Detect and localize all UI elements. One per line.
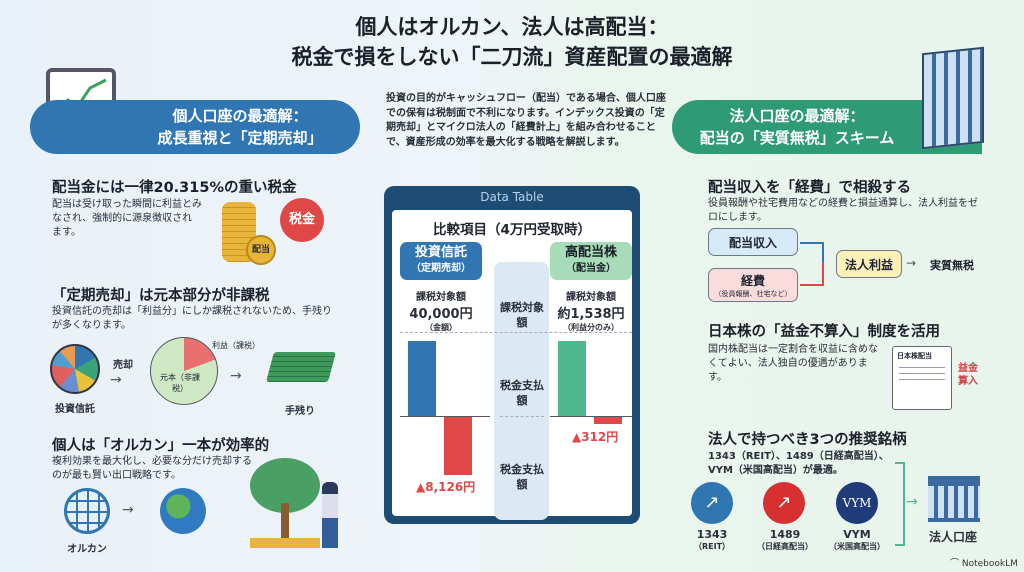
bar-fund-taxable [408, 341, 436, 416]
principal-label: 元本（非課税） [160, 373, 200, 393]
row-label-tax-1: 税金支払額 [500, 379, 544, 407]
fund-label: 投資信託 [55, 404, 95, 415]
r-s1-body: 役員報酬や社宅費用などの経費と損益通算し、法人利益をゼロにします。 [708, 198, 978, 223]
earth-icon [160, 488, 206, 534]
r-s1-heading: 配当収入を「経費」で相殺する [708, 180, 911, 196]
trend-up-icon: ↗ [763, 482, 805, 524]
arrow-icon: → [122, 502, 134, 518]
row-label-tax-2: 税金支払額 [500, 463, 544, 491]
cash-label: 手残り [285, 406, 315, 417]
fund-1489: 1489 （日経高配当） [757, 528, 813, 551]
globe-grid-icon [64, 488, 110, 534]
tax-free-label: 実質無税 [930, 259, 974, 272]
notebooklm-brand: ⌒ NotebookLM [950, 559, 1018, 569]
corp-profit-box: 法人利益 [836, 250, 902, 278]
s3-body: 複利効果を最大化し、必要な分だけ売却するのが最も賢い出口戦略です。 [52, 456, 252, 481]
s1-heading: 配当金には一律20.315%の重い税金 [52, 180, 297, 196]
baseline-2 [550, 416, 632, 417]
office-building-icon [922, 46, 984, 150]
s3-heading: 個人は「オルカン」一本が効率的 [52, 438, 270, 454]
intro-text: 投資の目的がキャッシュフロー（配当）である場合、個人口座での保有は税制面で不利に… [386, 93, 666, 148]
fund-vym: VYM （米国高配当） [829, 528, 885, 551]
stamp-label: 益金算入 [958, 363, 978, 387]
tax-badge: 税金 [280, 198, 324, 242]
income-box: 配当収入 [708, 228, 798, 256]
bracket [895, 462, 905, 546]
profit-label: 利益（課税） [212, 341, 260, 350]
r-s2-heading: 日本株の「益金不算入」制度を活用 [708, 324, 940, 340]
dividend-tax-value: ▲312円 [572, 430, 619, 444]
col-header-fund: 投資信託 （定期売却） [400, 242, 482, 280]
r-s3-heading: 法人で持つべき3つの推奨銘柄 [708, 432, 907, 448]
sell-label: 売却 [113, 360, 133, 371]
globe-label: オルカン [67, 544, 107, 555]
reit-chart-icon: ↗ [691, 482, 733, 524]
fund-tax-value: ▲8,126円 [416, 480, 476, 494]
col1-taxable: 課税対象額 40,000円 （金額） [409, 292, 473, 332]
data-table-title: Data Table [480, 190, 544, 204]
fund-pie-icon [50, 344, 100, 394]
fund-1343: 1343 （REIT） [693, 528, 731, 551]
cash-stack-icon [265, 352, 337, 382]
bar-fund-tax [444, 417, 472, 475]
dividend-coin: 配当 [246, 235, 276, 265]
data-table: Data Table 比較項目（4万円受取時） 投資信託 （定期売却） 高配当株… [384, 186, 640, 524]
s2-body: 投資信託の売却は「利益分」にしか課税されないため、手残りが多くなります。 [52, 306, 332, 331]
person-icon [322, 482, 338, 548]
col-header-dividend: 高配当株 （配当金） [550, 242, 632, 280]
vym-logo-icon: VYM [836, 482, 878, 524]
divider [500, 416, 544, 417]
money-tree-illustration [250, 458, 320, 548]
bar-dividend-tax [594, 417, 622, 424]
baseline-1 [400, 416, 490, 417]
row-labels-column [494, 262, 549, 520]
s2-heading: 「定期売却」は元本部分が非課税 [52, 288, 270, 304]
col2-taxable: 課税対象額 約1,538円 （利益分のみ） [557, 292, 625, 332]
r-s2-body: 国内株配当は一定割合を収益に含めなくてよい、法人独自の優遇があります。 [708, 344, 878, 383]
divider [400, 332, 632, 333]
arrow-icon: → [906, 256, 917, 270]
arrow-connector [800, 242, 824, 266]
arrow-icon: → [230, 368, 242, 384]
personal-account-banner: 個人口座の最適解： 成長重視と「定期売却」 [30, 100, 360, 154]
s1-body: 配当は受け取った瞬間に利益とみなされ、強制的に源泉徴収されます。 [52, 199, 202, 238]
arrow-icon: → [110, 372, 122, 388]
arrow-icon: → [906, 494, 918, 510]
row-label-taxable: 課税対象額 [500, 301, 544, 329]
bar-dividend-taxable [558, 341, 586, 416]
document-scroll-icon: 日本株配当 [892, 346, 952, 410]
bank-icon [928, 476, 980, 522]
table-heading: 比較項目（4万円受取時） [433, 222, 591, 238]
r-s3-body: 1343（REIT）、1489（日経高配当）、VYM（米国高配当）が最適。 [708, 451, 889, 476]
principal-profit-pie [150, 337, 218, 405]
arrow-connector [800, 262, 824, 286]
expense-box: 経費 （役員報酬、社宅など） [708, 268, 798, 302]
corp-account-label: 法人口座 [928, 530, 977, 544]
page-title: 個人はオルカン、法人は高配当： 税金で損をしない「二刀流」資産配置の最適解 [291, 15, 733, 69]
